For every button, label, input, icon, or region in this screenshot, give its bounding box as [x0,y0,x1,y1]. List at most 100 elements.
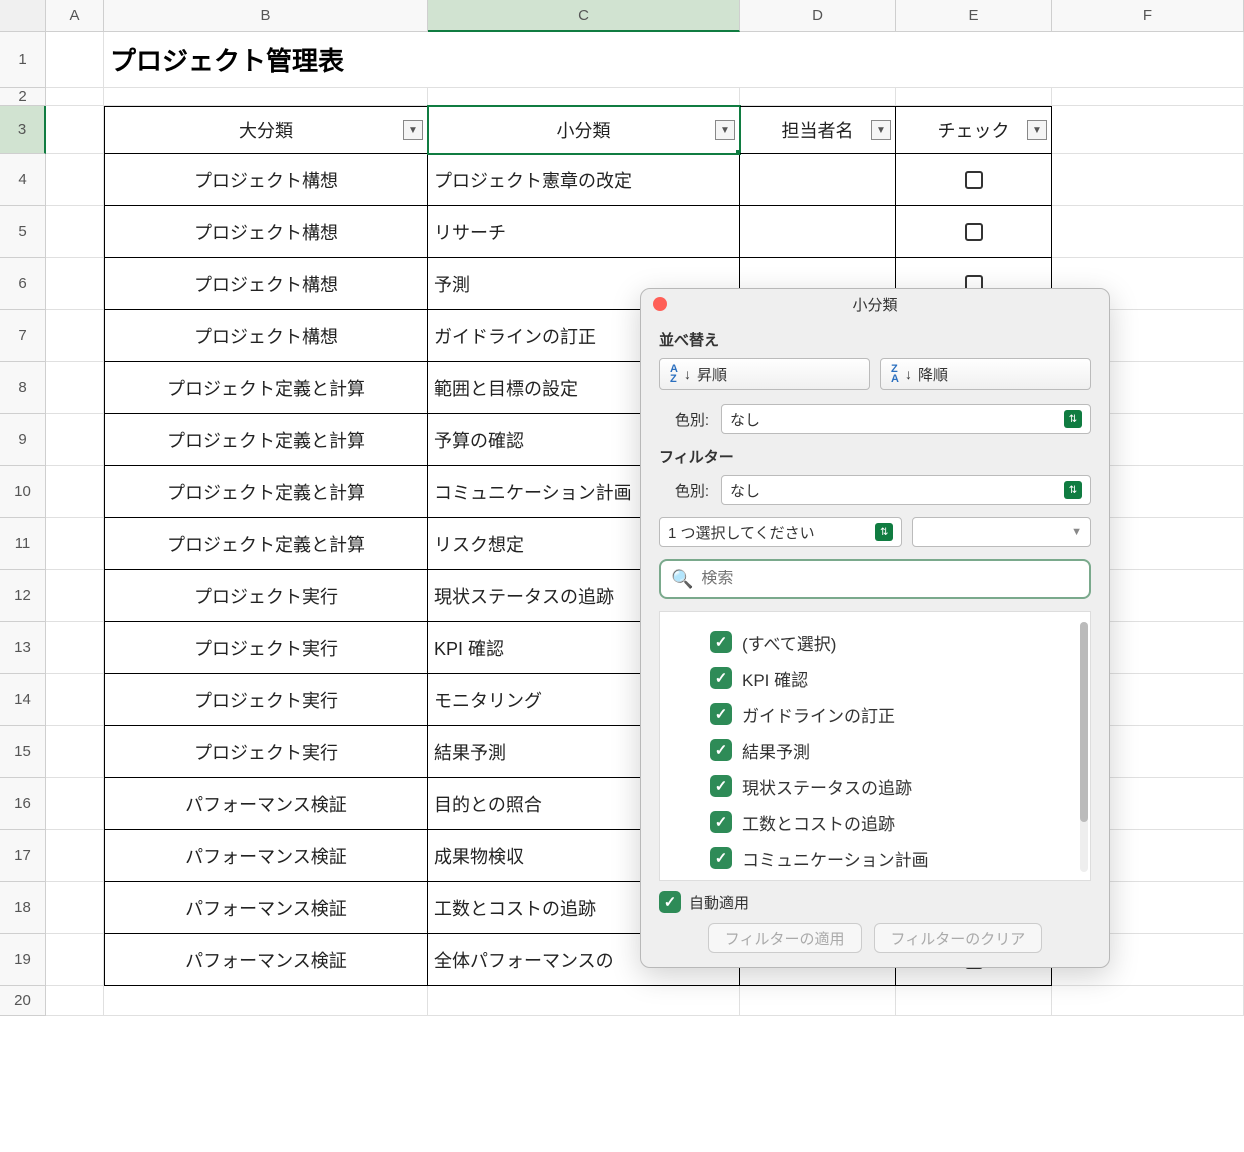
cell-C4[interactable]: プロジェクト憲章の改定 [428,154,740,206]
row-header-8[interactable]: 8 [0,362,46,414]
cell-r2-0[interactable] [46,88,104,106]
row-header-20[interactable]: 20 [0,986,46,1016]
apply-filter-button[interactable]: フィルターの適用 [708,923,862,953]
clear-filter-button[interactable]: フィルターのクリア [874,923,1043,953]
cell-D5[interactable] [740,206,896,258]
cell-A13[interactable] [46,622,104,674]
header-d[interactable]: 担当者名▼ [740,106,896,154]
cell-B19[interactable]: パフォーマンス検証 [104,934,428,986]
row-header-13[interactable]: 13 [0,622,46,674]
column-header-B[interactable]: B [104,0,428,32]
cell-A15[interactable] [46,726,104,778]
cell-A16[interactable] [46,778,104,830]
column-header-C[interactable]: C [428,0,740,32]
filter-checkbox-6[interactable]: ✓ [710,847,732,869]
row-header-3[interactable]: 3 [0,106,46,154]
filter-item-0[interactable]: ✓(すべて選択) [710,624,1080,660]
cell-A17[interactable] [46,830,104,882]
row-header-6[interactable]: 6 [0,258,46,310]
filter-item-6[interactable]: ✓コミュニケーション計画 [710,840,1080,876]
cell-A18[interactable] [46,882,104,934]
row-header-10[interactable]: 10 [0,466,46,518]
row-header-15[interactable]: 15 [0,726,46,778]
cell-F5[interactable] [1052,206,1244,258]
filter-button-d[interactable]: ▼ [871,120,891,140]
row-header-11[interactable]: 11 [0,518,46,570]
cell-B18[interactable]: パフォーマンス検証 [104,882,428,934]
auto-apply-checkbox[interactable]: ✓ [659,891,681,913]
cell-r20-2[interactable] [428,986,740,1016]
cell-A4[interactable] [46,154,104,206]
header-c[interactable]: 小分類▼ [428,106,740,154]
scrollbar[interactable] [1080,622,1088,872]
filter-button-b[interactable]: ▼ [403,120,423,140]
cell-r20-1[interactable] [104,986,428,1016]
cell-A6[interactable] [46,258,104,310]
filter-item-4[interactable]: ✓現状ステータスの追跡 [710,768,1080,804]
header-b[interactable]: 大分類▼ [104,106,428,154]
sheet-title[interactable]: プロジェクト管理表 [104,32,1244,88]
column-header-E[interactable]: E [896,0,1052,32]
filter-check-list[interactable]: ✓(すべて選択)✓KPI 確認✓ガイドラインの訂正✓結果予測✓現状ステータスの追… [659,611,1091,881]
cell-A1[interactable] [46,32,104,88]
cell-B7[interactable]: プロジェクト構想 [104,310,428,362]
row-header-7[interactable]: 7 [0,310,46,362]
filter-item-3[interactable]: ✓結果予測 [710,732,1080,768]
cell-B10[interactable]: プロジェクト定義と計算 [104,466,428,518]
cell-B11[interactable]: プロジェクト定義と計算 [104,518,428,570]
cell-B14[interactable]: プロジェクト実行 [104,674,428,726]
cell-B16[interactable]: パフォーマンス検証 [104,778,428,830]
cell-r20-3[interactable] [740,986,896,1016]
row-header-14[interactable]: 14 [0,674,46,726]
filter-checkbox-0[interactable]: ✓ [710,631,732,653]
cell-B9[interactable]: プロジェクト定義と計算 [104,414,428,466]
cell-r20-5[interactable] [1052,986,1244,1016]
sort-color-select[interactable]: なし ⇅ [721,404,1091,434]
cell-B15[interactable]: プロジェクト実行 [104,726,428,778]
cell-B17[interactable]: パフォーマンス検証 [104,830,428,882]
cell-A14[interactable] [46,674,104,726]
filter-item-2[interactable]: ✓ガイドラインの訂正 [710,696,1080,732]
cell-B12[interactable]: プロジェクト実行 [104,570,428,622]
cell-F4[interactable] [1052,154,1244,206]
filter-color-select[interactable]: なし ⇅ [721,475,1091,505]
row-header-17[interactable]: 17 [0,830,46,882]
cell-F3[interactable] [1052,106,1244,154]
filter-checkbox-4[interactable]: ✓ [710,775,732,797]
cell-E5[interactable] [896,206,1052,258]
row-header-16[interactable]: 16 [0,778,46,830]
filter-checkbox-2[interactable]: ✓ [710,703,732,725]
row-header-19[interactable]: 19 [0,934,46,986]
filter-checkbox-1[interactable]: ✓ [710,667,732,689]
filter-condition-select[interactable]: 1 つ選択してください ⇅ [659,517,902,547]
cell-A10[interactable] [46,466,104,518]
cell-B8[interactable]: プロジェクト定義と計算 [104,362,428,414]
cell-E4[interactable] [896,154,1052,206]
row-header-2[interactable]: 2 [0,88,46,106]
cell-r2-2[interactable] [428,88,740,106]
cell-r2-1[interactable] [104,88,428,106]
cell-C5[interactable]: リサーチ [428,206,740,258]
cell-r2-3[interactable] [740,88,896,106]
column-header-A[interactable]: A [46,0,104,32]
cell-r20-4[interactable] [896,986,1052,1016]
row-header-1[interactable]: 1 [0,32,46,88]
filter-button-c[interactable]: ▼ [715,120,735,140]
column-header-D[interactable]: D [740,0,896,32]
cell-r20-0[interactable] [46,986,104,1016]
cell-B4[interactable]: プロジェクト構想 [104,154,428,206]
checkbox-5[interactable] [965,223,983,241]
cell-A19[interactable] [46,934,104,986]
search-box[interactable]: 🔍 [659,559,1091,599]
cell-A9[interactable] [46,414,104,466]
row-header-12[interactable]: 12 [0,570,46,622]
filter-value-select[interactable]: ▼ [912,517,1091,547]
row-header-4[interactable]: 4 [0,154,46,206]
cell-A7[interactable] [46,310,104,362]
cell-A11[interactable] [46,518,104,570]
cell-r2-5[interactable] [1052,88,1244,106]
cell-A3[interactable] [46,106,104,154]
search-input[interactable] [701,570,1079,588]
cell-A5[interactable] [46,206,104,258]
cell-A8[interactable] [46,362,104,414]
